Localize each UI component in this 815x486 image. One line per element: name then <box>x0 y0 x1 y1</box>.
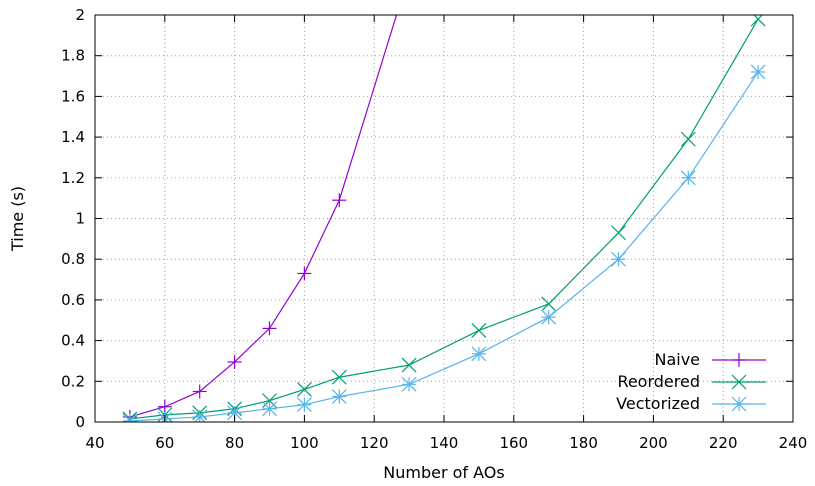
y-tick-label: 1.4 <box>61 128 85 146</box>
y-tick-label: 0.4 <box>61 332 85 350</box>
data-point <box>750 15 766 27</box>
data-point <box>680 170 696 186</box>
y-tick-label: 1.6 <box>61 87 85 105</box>
series-layer <box>122 15 766 422</box>
series-line <box>129 15 398 418</box>
x-tick-label: 120 <box>360 434 389 452</box>
data-point <box>262 401 277 417</box>
x-tick-label: 140 <box>430 434 459 452</box>
y-tick-label: 1.8 <box>61 47 85 65</box>
y-tick-label: 0.6 <box>61 291 85 309</box>
data-point <box>262 321 277 336</box>
x-tick-label: 80 <box>225 434 244 452</box>
data-point <box>750 64 766 80</box>
y-tick-label: 2 <box>75 6 85 24</box>
data-point <box>611 225 626 241</box>
data-point <box>471 323 487 338</box>
grid <box>95 15 793 422</box>
data-point <box>471 346 487 362</box>
data-point <box>331 369 347 385</box>
legend-marker <box>731 396 747 412</box>
data-point <box>611 251 626 267</box>
series-naive <box>122 15 398 422</box>
data-point <box>296 382 312 397</box>
legend-item: Naive <box>654 350 766 369</box>
y-tick-label: 1.2 <box>61 169 85 187</box>
x-tick-label: 200 <box>639 434 668 452</box>
x-tick-label: 180 <box>569 434 598 452</box>
x-tick-label: 220 <box>709 434 738 452</box>
data-point <box>401 376 417 392</box>
data-point <box>541 309 557 325</box>
data-point <box>331 389 347 404</box>
series-vectorized <box>122 64 766 422</box>
x-tick-label: 40 <box>85 434 104 452</box>
legend-item: Reordered <box>617 372 766 391</box>
data-point <box>262 393 277 409</box>
legend-marker <box>731 374 747 390</box>
data-point <box>332 193 347 208</box>
x-tick-label: 160 <box>499 434 528 452</box>
data-point <box>401 357 417 373</box>
data-point <box>157 399 172 414</box>
y-tick-label: 0.8 <box>61 250 85 268</box>
x-axis-title: Number of AOs <box>383 463 504 482</box>
data-point <box>227 354 242 369</box>
data-point <box>541 296 557 312</box>
x-tick-label: 240 <box>779 434 808 452</box>
y-tick-label: 0 <box>75 413 85 431</box>
y-tick-label: 1 <box>75 210 85 228</box>
data-point <box>680 131 696 147</box>
x-tick-label: 100 <box>290 434 319 452</box>
legend-label: Vectorized <box>616 394 700 413</box>
y-tick-label: 0.2 <box>61 372 85 390</box>
y-axis-title: Time (s) <box>8 186 27 252</box>
data-point <box>297 266 312 281</box>
legend-item: Vectorized <box>616 394 766 413</box>
legend-label: Reordered <box>617 372 700 391</box>
legend-label: Naive <box>654 350 700 369</box>
x-tick-label: 60 <box>155 434 174 452</box>
data-point <box>296 397 312 413</box>
legend-marker <box>732 353 746 367</box>
data-point <box>192 384 207 399</box>
legend: Naive Reordered Vectorized <box>616 350 766 413</box>
data-point <box>122 413 138 422</box>
